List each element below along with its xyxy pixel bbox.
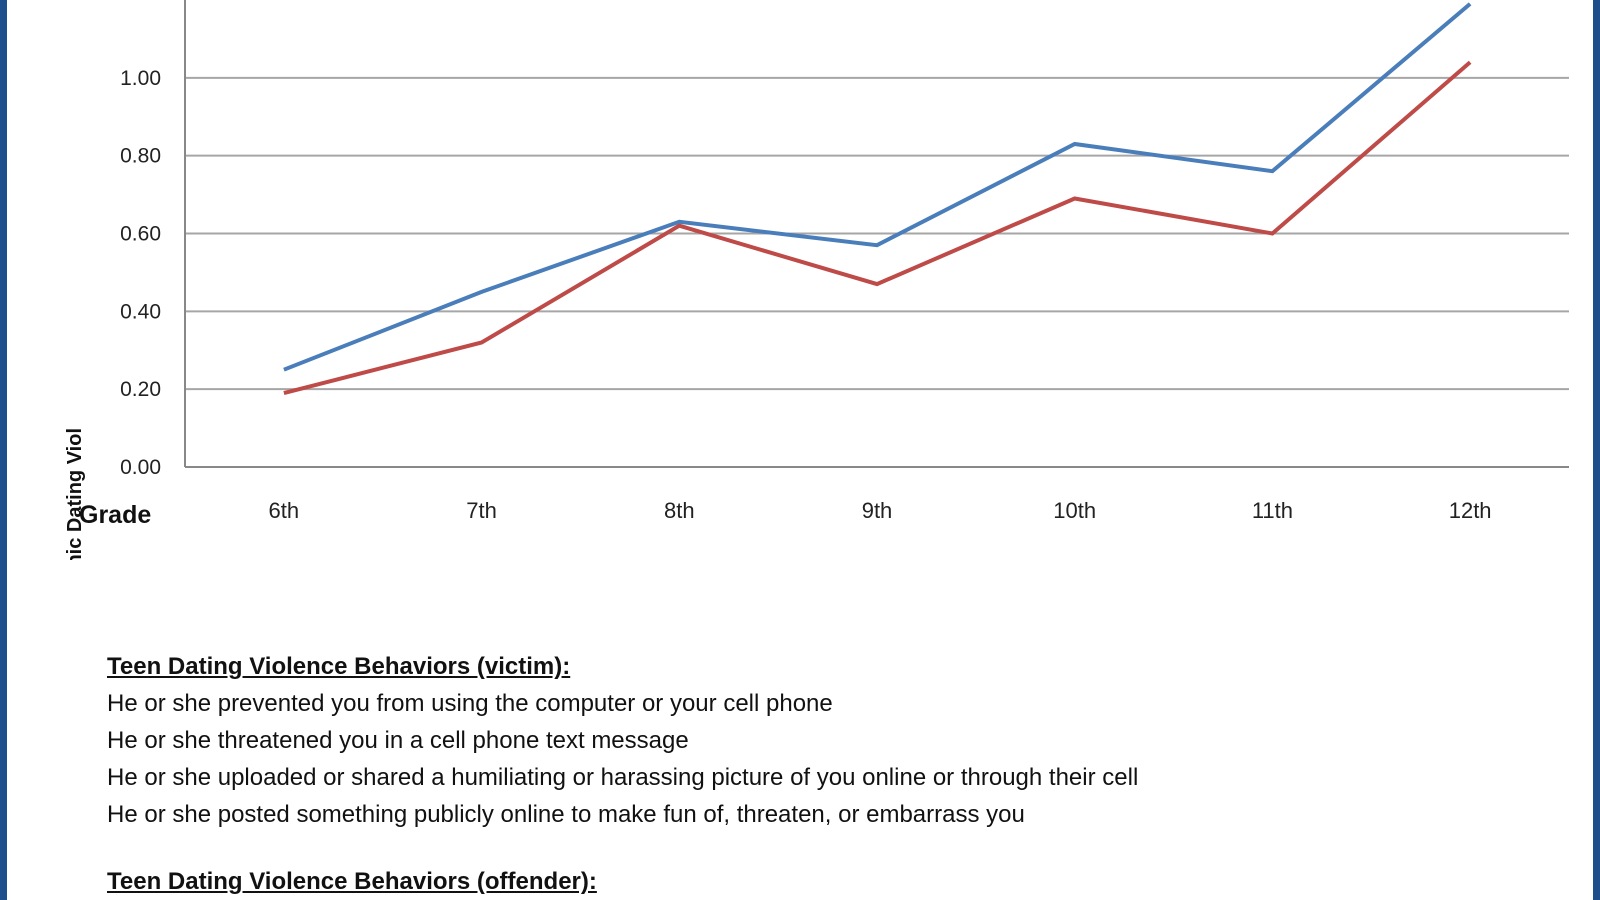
y-axis-label: Summary Scale: Electronic Dating Viol <box>64 428 86 560</box>
series-line-victim <box>283 2 1472 372</box>
line-chart: Summary Scale: Electronic Dating Viol 0.… <box>64 0 1569 560</box>
y-tick-label: 0.80 <box>120 145 161 168</box>
y-tick-label: 0.40 <box>120 300 161 323</box>
x-tick-labels: 6th 7th 8th 9th 10th 11th 12th <box>269 498 1492 523</box>
x-tick-label: 6th <box>269 498 300 523</box>
y-tick-labels: 0.00 0.20 0.40 0.60 0.80 1.00 <box>120 67 161 479</box>
x-tick-label: 11th <box>1252 498 1293 523</box>
y-tick-label: 1.00 <box>120 67 161 90</box>
victim-behaviors-heading: Teen Dating Violence Behaviors (victim): <box>107 653 571 680</box>
x-tick-label: 8th <box>664 498 695 523</box>
y-tick-label: 0.60 <box>120 223 161 246</box>
series-line-offender <box>283 60 1472 396</box>
x-tick-label: 12th <box>1449 498 1492 523</box>
x-tick-label: 9th <box>862 498 893 523</box>
x-tick-label: 10th <box>1053 498 1096 523</box>
series-lines <box>283 2 1472 396</box>
offender-behaviors-heading: Teen Dating Violence Behaviors (offender… <box>107 868 597 895</box>
x-axis-label: Grade <box>79 501 151 529</box>
gridlines <box>184 0 1569 468</box>
x-tick-label: 7th <box>466 498 497 523</box>
y-tick-label: 0.20 <box>120 378 161 401</box>
victim-behavior-item: He or she prevented you from using the c… <box>107 690 833 717</box>
y-tick-label: 0.00 <box>120 456 161 479</box>
victim-behavior-item: He or she threatened you in a cell phone… <box>107 727 689 754</box>
victim-behavior-item: He or she posted something publicly onli… <box>107 801 1025 828</box>
behavior-notes: Teen Dating Violence Behaviors (victim):… <box>107 648 1527 900</box>
victim-behavior-item: He or she uploaded or shared a humiliati… <box>107 764 1139 791</box>
